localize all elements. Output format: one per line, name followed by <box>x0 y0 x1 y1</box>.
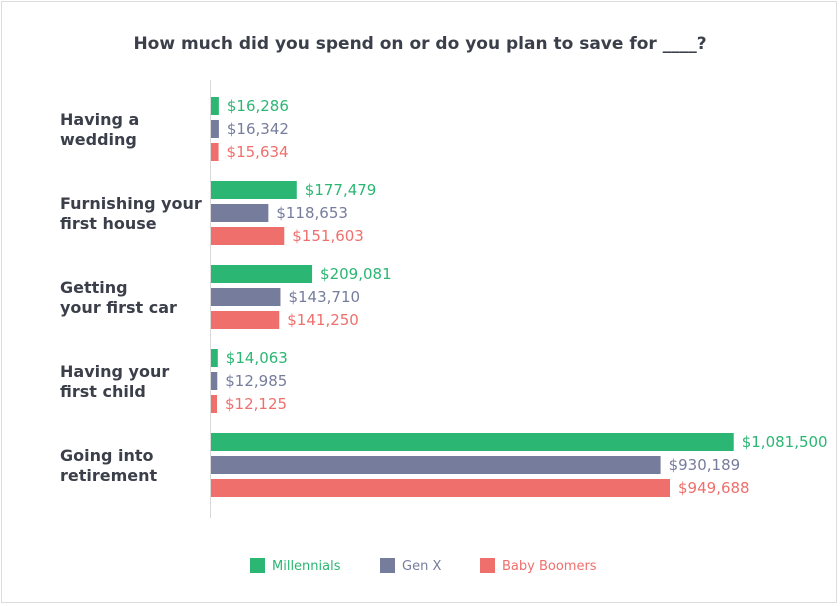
bar <box>211 97 219 115</box>
bar <box>211 120 219 138</box>
data-label: $14,063 <box>226 349 288 367</box>
category-label-line: Going into <box>60 446 154 465</box>
data-label: $12,125 <box>225 395 287 413</box>
category-label-line: first house <box>60 214 157 233</box>
data-label: $16,342 <box>227 120 289 138</box>
legend: Millennials Gen X Baby Boomers <box>250 558 597 574</box>
data-label: $1,081,500 <box>742 433 828 451</box>
bar <box>211 433 734 451</box>
bar <box>211 456 661 474</box>
data-label: $16,286 <box>227 97 289 115</box>
data-label: $151,603 <box>292 227 364 245</box>
category-label-line: Getting <box>60 278 128 297</box>
bar <box>211 181 297 199</box>
category-label: Getting your first car <box>60 278 177 317</box>
bar <box>211 395 217 413</box>
category-label: Furnishing your first house <box>60 194 202 233</box>
bar <box>211 311 280 329</box>
category-label-line: Having your <box>60 362 169 381</box>
bar <box>211 349 218 367</box>
bar <box>211 143 219 161</box>
legend-label: Gen X <box>402 559 441 574</box>
category-label-line: Furnishing your <box>60 194 202 213</box>
legend-swatch <box>480 558 495 573</box>
data-label: $118,653 <box>276 204 348 222</box>
category-label-line: Having a <box>60 110 139 129</box>
data-label: $949,688 <box>678 479 750 497</box>
bar <box>211 372 218 390</box>
legend-label: Baby Boomers <box>502 559 597 574</box>
data-label: $209,081 <box>320 265 392 283</box>
category-label-line: your first car <box>60 298 177 317</box>
data-label: $12,985 <box>225 372 287 390</box>
data-label: $177,479 <box>305 181 377 199</box>
data-label: $930,189 <box>669 456 741 474</box>
bar <box>211 265 313 283</box>
legend-swatch <box>250 558 265 573</box>
chart-marks: Having a wedding $16,286 $16,342 $15,634 Furn… <box>60 97 828 497</box>
category-label: Having your first child <box>60 362 169 401</box>
category-label-line: first child <box>60 382 146 401</box>
data-label: $141,250 <box>287 311 359 329</box>
data-label: $15,634 <box>227 143 289 161</box>
legend-swatch <box>380 558 395 573</box>
bar <box>211 227 285 245</box>
category-label: Having a wedding <box>60 110 139 149</box>
legend-label: Millennials <box>272 559 341 574</box>
category-label-line: retirement <box>60 466 158 485</box>
bar <box>211 479 671 497</box>
bar <box>211 288 281 306</box>
category-label-line: wedding <box>60 130 137 149</box>
category-label: Going into retirement <box>60 446 158 485</box>
chart-title: How much did you spend on or do you plan… <box>133 34 706 54</box>
data-label: $143,710 <box>288 288 360 306</box>
bar <box>211 204 269 222</box>
